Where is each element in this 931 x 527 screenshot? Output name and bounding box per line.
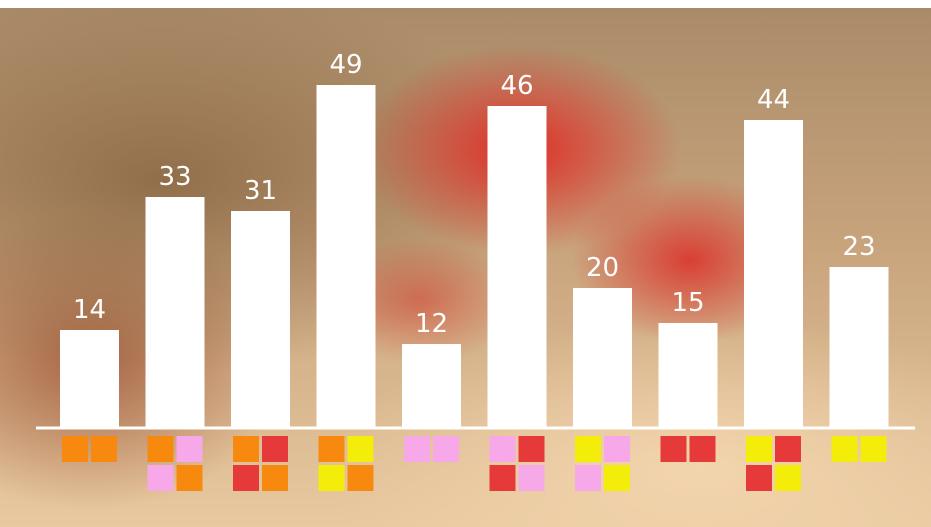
value-label-1: 14	[73, 295, 106, 325]
value-label-4: 49	[329, 50, 362, 80]
marker-9-2-red	[775, 436, 801, 462]
marker-4-1-orange	[318, 436, 345, 462]
marker-7-2-pink	[604, 436, 630, 462]
marker-3-1-orange	[233, 436, 259, 462]
marker-7-1-yellow	[575, 436, 601, 462]
value-label-2: 33	[158, 162, 191, 192]
marker-6-1-pink	[489, 436, 516, 462]
bar-6	[487, 106, 547, 428]
category-markers-group	[62, 436, 887, 491]
bar-4	[316, 85, 376, 428]
bars-group	[60, 85, 889, 428]
value-label-8: 15	[671, 288, 704, 318]
marker-9-1-yellow	[746, 436, 772, 462]
bar-2	[145, 197, 205, 428]
marker-3-3-red	[233, 465, 259, 491]
marker-2-3-pink	[147, 465, 174, 491]
bar-5	[402, 344, 461, 428]
value-label-10: 23	[842, 232, 875, 262]
value-label-3: 31	[244, 176, 277, 206]
marker-9-3-red	[746, 465, 772, 491]
value-label-9: 44	[757, 85, 790, 115]
marker-7-4-yellow	[604, 465, 630, 491]
value-labels-group: 14 33 31 49 12 46 20 15 44 23	[73, 50, 876, 339]
marker-4-4-orange	[347, 465, 374, 491]
marker-6-3-red	[489, 465, 516, 491]
marker-5-1-pink	[404, 436, 430, 462]
bar-9	[744, 120, 803, 428]
value-label-6: 46	[500, 71, 533, 101]
marker-4-2-yellow	[347, 436, 374, 462]
marker-2-4-orange	[176, 465, 203, 491]
marker-10-2-yellow	[860, 436, 887, 462]
value-label-7: 20	[586, 253, 619, 283]
top-cropped-band	[0, 0, 931, 8]
marker-6-2-red	[518, 436, 545, 462]
marker-2-1-orange	[147, 436, 174, 462]
marker-6-4-pink	[518, 465, 545, 491]
marker-8-2-red	[689, 436, 716, 462]
bar-3	[231, 211, 290, 428]
marker-2-2-pink	[176, 436, 203, 462]
marker-3-2-red	[262, 436, 288, 462]
marker-8-1-red	[660, 436, 687, 462]
value-label-5: 12	[415, 309, 448, 339]
bar-8	[658, 323, 718, 428]
marker-1-1-orange	[62, 436, 88, 462]
marker-10-1-yellow	[831, 436, 858, 462]
bar-7	[573, 288, 632, 428]
marker-4-3-yellow	[318, 465, 345, 491]
marker-5-2-pink	[433, 436, 459, 462]
marker-3-4-orange	[262, 465, 288, 491]
bar-1	[60, 330, 119, 428]
marker-9-4-yellow	[775, 465, 801, 491]
marker-1-2-orange	[91, 436, 117, 462]
marker-7-3-pink	[575, 465, 601, 491]
bar-10	[829, 267, 889, 428]
